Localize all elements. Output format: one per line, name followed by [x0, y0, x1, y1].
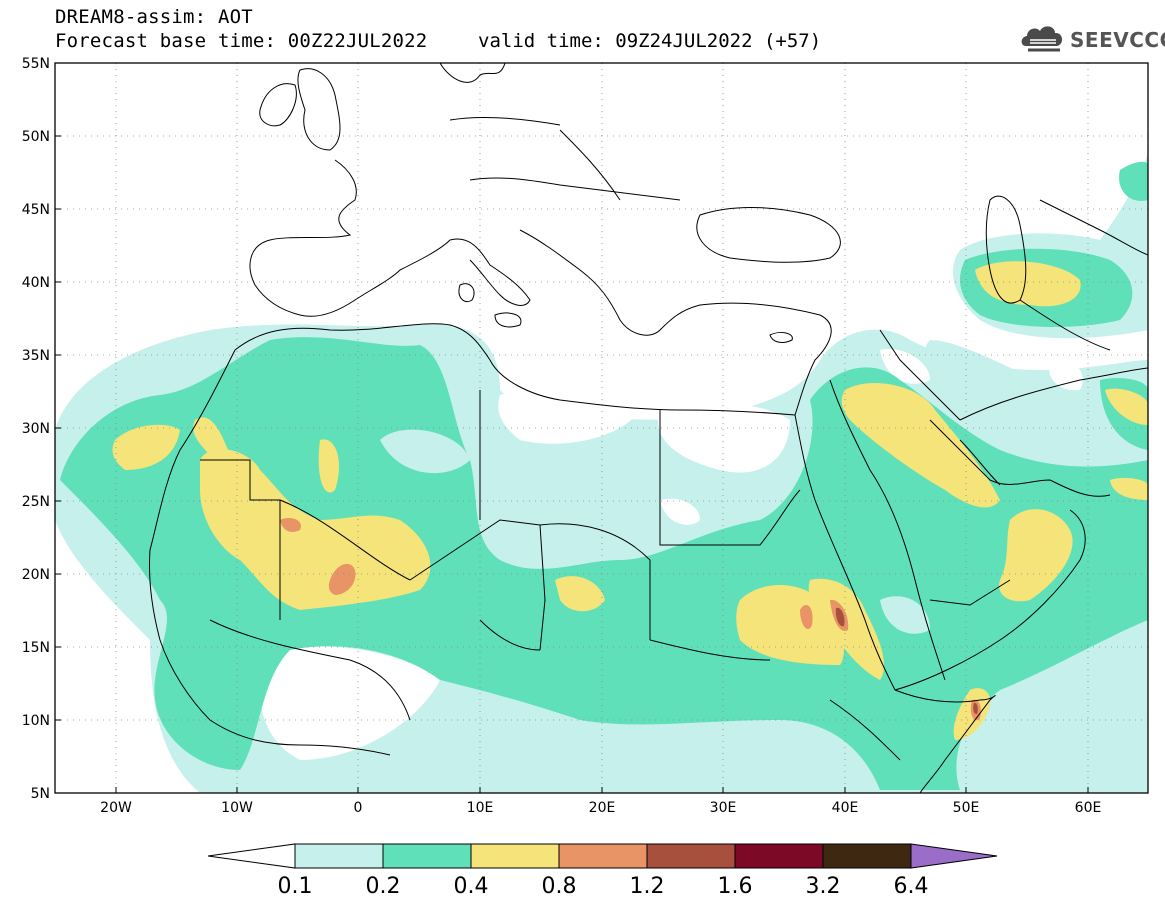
lat-lon-grid	[55, 63, 1148, 793]
colorbar-segment	[382, 843, 472, 869]
lat-labels: 55N 50N 45N 40N 35N 30N 25N 20N 15N 10N …	[22, 56, 50, 802]
colorbar-label: 0.4	[454, 874, 489, 899]
seevccc-logo: SEEVCCC	[1018, 20, 1165, 60]
colorbar-high-arrow	[910, 843, 998, 869]
colorbar-segment	[646, 843, 736, 869]
colorbar-label: 1.2	[630, 874, 665, 899]
lon-label: 10E	[467, 800, 494, 816]
coastlines-borders	[149, 63, 1148, 793]
lat-label: 40N	[22, 275, 50, 291]
cloud-icon	[1021, 26, 1063, 52]
colorbar-label: 0.8	[542, 874, 577, 899]
aot-field	[55, 150, 1148, 793]
colorbar-label: 6.4	[894, 874, 929, 899]
lon-labels: 20W 10W 0 10E 20E 30E 40E 50E 60E	[100, 800, 1101, 816]
colorbar: 0.1 0.2 0.4 0.8 1.2 1.6 3.2 6.4	[207, 843, 998, 899]
colorbar-segment	[558, 843, 648, 869]
logo-text: SEEVCCC	[1070, 28, 1165, 52]
colorbar-label: 0.2	[366, 874, 401, 899]
lon-label: 50E	[953, 800, 980, 816]
lon-label: 20W	[100, 800, 132, 816]
lat-label: 25N	[22, 494, 50, 510]
lon-label: 0	[354, 800, 363, 816]
lat-label: 30N	[22, 421, 50, 437]
lon-label: 60E	[1075, 800, 1102, 816]
colorbar-label: 0.1	[278, 874, 313, 899]
valid-time: valid time: 09Z24JUL2022 (+57)	[478, 30, 822, 52]
aot-level-1.2	[835, 607, 978, 715]
colorbar-low-arrow	[207, 843, 296, 869]
lon-label: 30E	[710, 800, 737, 816]
tick-marks	[55, 62, 1089, 793]
lat-label: 10N	[22, 713, 50, 729]
lon-label: 10W	[221, 800, 253, 816]
colorbar-label: 3.2	[806, 874, 841, 899]
colorbar-segment	[822, 843, 912, 869]
map-title: DREAM8-assim: AOT	[55, 6, 253, 28]
lat-label: 15N	[22, 640, 50, 656]
lat-label: 35N	[22, 348, 50, 364]
forecast-base-time: Forecast base time: 00Z22JUL2022	[55, 30, 428, 52]
colorbar-label: 1.6	[718, 874, 753, 899]
colorbar-segment	[470, 843, 560, 869]
lat-label: 50N	[22, 129, 50, 145]
lat-label: 55N	[22, 56, 50, 72]
lon-label: 40E	[832, 800, 859, 816]
lat-label: 20N	[22, 567, 50, 583]
colorbar-segment	[294, 843, 384, 869]
lat-label: 45N	[22, 202, 50, 218]
aot-level-0.1-inner	[380, 340, 1040, 634]
colorbar-segment	[734, 843, 824, 869]
aot-level-0.4	[112, 261, 1148, 740]
lon-label: 20E	[589, 800, 616, 816]
lat-label: 5N	[31, 786, 50, 802]
